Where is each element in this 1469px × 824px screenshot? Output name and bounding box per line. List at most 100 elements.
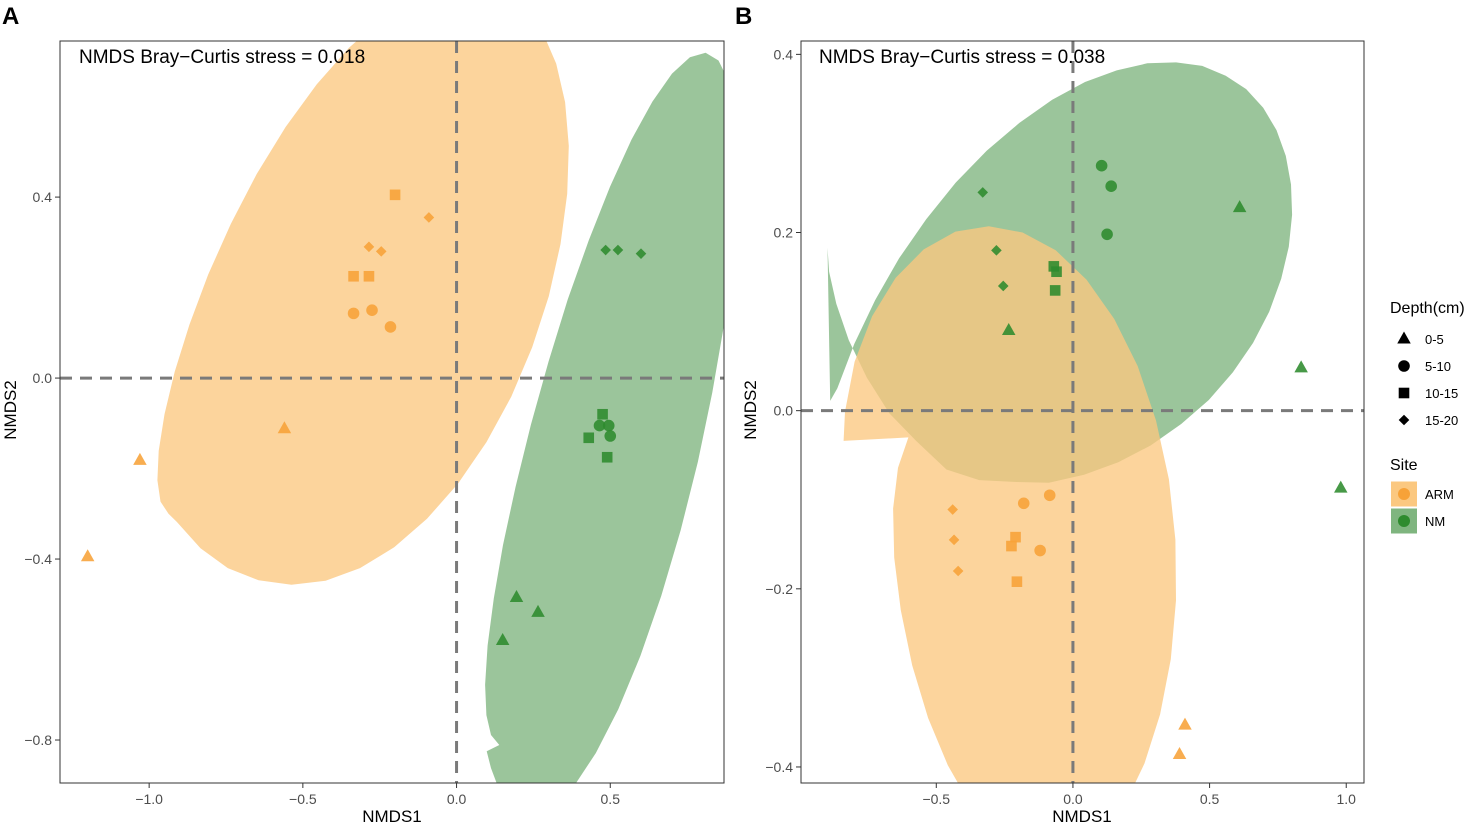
panel-a-x-tick-label: −0.5	[289, 791, 317, 807]
legend-depth-label: 10-15	[1425, 386, 1458, 401]
panel-a-letter: A	[2, 3, 19, 30]
panel-b-point-nm-10-15	[1049, 285, 1061, 296]
legend-site-title: Site	[1390, 457, 1418, 474]
legend-depth-label: 15-20	[1425, 413, 1458, 428]
panel-a-point-nm-15-20	[612, 244, 624, 256]
panel-a-point-nm-0-5	[495, 632, 510, 645]
panel-b-point-arm-5-10	[1017, 497, 1030, 510]
panel-a-y-tick-label: 0.0	[33, 370, 53, 386]
panel-b-y-tick-label: 0.0	[774, 403, 794, 419]
legend-site-dot-nm	[1398, 515, 1410, 527]
panel-a-point-arm-0-5	[277, 421, 292, 434]
legend-site-label: ARM	[1425, 487, 1454, 502]
legend-depth-key-15-20	[1398, 414, 1410, 426]
panel-a-point-arm-5-10	[384, 321, 397, 333]
panel-a-ellipse-arm	[157, 41, 569, 585]
panel-a-ellipses	[157, 41, 724, 783]
panel-b-y-axis-title: NMDS2	[741, 380, 760, 440]
panel-a-points	[80, 189, 647, 645]
legend-depth-key-10-15	[1398, 387, 1410, 399]
panel-a-point-nm-5-10	[604, 430, 617, 442]
panel-b-x-tick-label: 0.5	[1200, 791, 1220, 807]
panel-b-point-nm-10-15	[1048, 261, 1060, 272]
panel-b-point-arm-0-5	[1172, 746, 1187, 759]
panel-b-x-tick-label: −0.5	[922, 791, 950, 807]
panel-b-point-arm-5-10	[1034, 544, 1046, 557]
panel-b-point-arm-5-10	[1043, 489, 1056, 502]
panel-a-point-nm-5-10	[593, 419, 606, 432]
panel-b-ellipse-arm	[843, 226, 1176, 783]
legend: Depth(cm) 0-5 5-10 10-15 15-20 Site ARM NM	[1390, 300, 1465, 534]
panel-b-y-tick-label: −0.4	[765, 759, 793, 775]
panel-a-x-ticks: −1.0 −0.5 0.0 0.5	[135, 783, 620, 807]
panel-a-x-tick-label: −1.0	[135, 791, 163, 807]
panel-a-y-tick-label: 0.4	[33, 189, 53, 205]
panel-b-x-ticks: −0.5 0.0 0.5 1.0	[922, 783, 1356, 807]
panel-a-point-arm-10-15	[389, 189, 401, 201]
panel-a-point-nm-10-15	[583, 432, 595, 444]
panel-a-y-tick-label: −0.8	[24, 732, 52, 748]
panel-b-point-nm-5-10	[1095, 159, 1108, 172]
legend-site-items: ARM NM	[1391, 481, 1454, 534]
panel-b-y-tick-label: −0.2	[765, 581, 793, 597]
panel-a-point-arm-15-20	[363, 241, 375, 253]
panel-b-stress-annotation: NMDS Bray−Curtis stress = 0.038	[819, 47, 1105, 68]
panel-b-ellipses	[827, 62, 1293, 783]
panel-a-point-arm-15-20	[423, 212, 435, 223]
panel-b-point-nm-15-20	[991, 245, 1002, 256]
panel-a-point-nm-10-15	[597, 408, 608, 420]
panel-b-y-tick-label: 0.4	[774, 46, 794, 62]
panel-b-reference-lines	[801, 41, 1364, 783]
panel-b: B −0.5 0.0 0.5 1.0 −0.4 −0.2 0.0 0.2 0.4 NMDS B…	[735, 3, 1365, 824]
panel-a-point-nm-10-15	[601, 451, 613, 463]
panel-b-point-arm-10-15	[1010, 531, 1021, 543]
panel-a-point-nm-0-5	[509, 590, 524, 602]
panel-a-stress-annotation: NMDS Bray−Curtis stress = 0.018	[79, 47, 365, 68]
legend-depth-label: 5-10	[1425, 359, 1451, 374]
panel-a-point-nm-0-5	[531, 604, 545, 617]
panel-a-y-axis-title: NMDS2	[1, 380, 20, 440]
panel-b-points	[947, 159, 1348, 759]
panel-b-point-arm-15-20	[947, 504, 958, 515]
panel-a-point-arm-5-10	[347, 307, 360, 320]
legend-depth-key-5-10	[1398, 360, 1410, 372]
panel-b-point-nm-10-15	[1051, 266, 1062, 278]
panel-b-frame	[800, 40, 1365, 784]
panel-b-x-tick-label: 1.0	[1337, 791, 1357, 807]
legend-depth-items: 0-5 5-10 10-15 15-20	[1397, 331, 1458, 428]
panel-b-point-nm-15-20	[977, 187, 989, 198]
panel-a-point-nm-15-20	[635, 248, 647, 259]
panel-a-y-tick-label: −0.4	[24, 551, 52, 567]
panel-a-y-ticks: −0.8 −0.4 0.0 0.4	[24, 189, 60, 748]
panel-b-point-nm-15-20	[997, 280, 1009, 292]
panel-b-point-arm-15-20	[948, 534, 960, 546]
panel-a-point-nm-15-20	[600, 244, 611, 256]
panel-b-x-tick-label: 0.0	[1063, 791, 1083, 807]
panel-a-point-arm-5-10	[366, 304, 378, 317]
panel-b-point-nm-5-10	[1101, 228, 1113, 241]
panel-a-point-arm-15-20	[375, 246, 387, 257]
legend-depth-title: Depth(cm)	[1390, 300, 1465, 317]
panel-b-x-axis-title: NMDS1	[1052, 807, 1112, 824]
panel-a-point-arm-10-15	[363, 270, 375, 282]
panel-b-point-arm-10-15	[1006, 540, 1017, 552]
legend-depth-key-0-5	[1397, 331, 1411, 344]
panel-a-point-nm-5-10	[602, 419, 615, 432]
panel-b-y-tick-label: 0.2	[774, 225, 794, 241]
panel-b-point-arm-10-15	[1011, 576, 1023, 587]
panel-a-x-tick-label: 0.0	[447, 791, 467, 807]
panel-b-letter: B	[735, 3, 752, 30]
panel-a: A −1.0 −0.5 0.0 0.5 −0.8 −0.4 0.0 0.4 NMDS Bra…	[1, 3, 725, 824]
panel-a-reference-lines	[60, 41, 724, 783]
panel-a-x-axis-title: NMDS1	[362, 807, 422, 824]
legend-depth-label: 0-5	[1425, 332, 1444, 347]
panel-a-frame	[59, 40, 725, 784]
panel-b-point-nm-0-5	[1232, 200, 1247, 213]
panel-b-point-nm-5-10	[1105, 180, 1117, 192]
panel-b-y-ticks: −0.4 −0.2 0.0 0.2 0.4	[765, 46, 801, 775]
legend-site-dot-arm	[1398, 488, 1410, 500]
panel-b-point-arm-0-5	[1178, 717, 1192, 730]
panel-b-point-arm-15-20	[952, 565, 964, 577]
panel-a-point-arm-0-5	[80, 549, 95, 562]
